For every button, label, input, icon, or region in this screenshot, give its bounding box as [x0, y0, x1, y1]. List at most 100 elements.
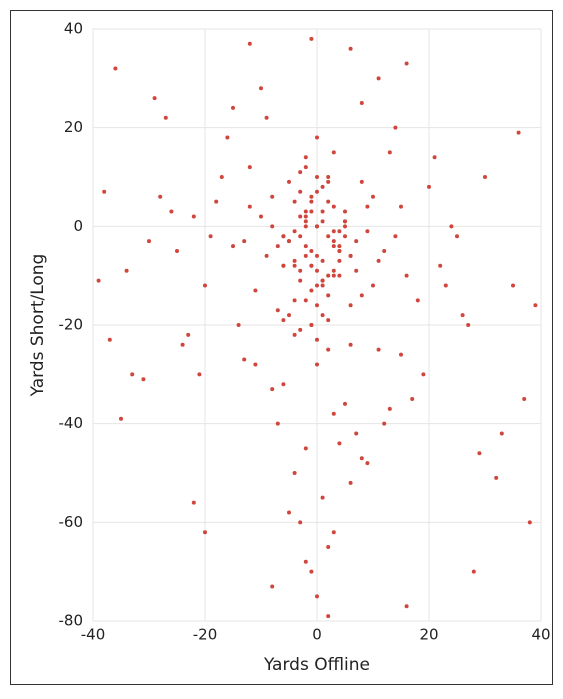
point [326, 179, 331, 184]
point [382, 421, 387, 426]
point [343, 219, 347, 224]
point [315, 224, 319, 229]
point [152, 96, 157, 101]
x-tick-label: 40 [531, 626, 550, 644]
point [287, 239, 291, 244]
point [141, 377, 146, 382]
point [298, 234, 303, 239]
point [292, 199, 297, 204]
point [281, 263, 286, 268]
point [309, 323, 314, 327]
point [270, 387, 275, 392]
y-tick-label: 40 [64, 20, 83, 38]
point [287, 313, 291, 318]
point [354, 431, 359, 436]
point [119, 416, 123, 421]
point [348, 303, 353, 308]
point [359, 101, 364, 105]
point [169, 209, 174, 214]
point [337, 249, 342, 253]
point [303, 244, 308, 249]
point [158, 194, 163, 199]
point [354, 239, 359, 244]
point [376, 347, 381, 352]
point [331, 229, 336, 234]
point [303, 559, 308, 564]
grid [92, 28, 542, 622]
point [197, 372, 202, 377]
point [320, 184, 325, 189]
point [231, 244, 235, 249]
point [399, 204, 403, 209]
point [203, 530, 207, 535]
point [315, 283, 319, 288]
point [315, 337, 319, 342]
point [309, 288, 314, 293]
point [298, 520, 303, 525]
point [253, 288, 258, 293]
point [365, 204, 370, 209]
point [270, 224, 275, 229]
x-tick-label: 0 [312, 626, 322, 644]
point [175, 249, 179, 253]
point [264, 253, 269, 258]
point [331, 411, 336, 416]
point [320, 209, 325, 214]
point [191, 500, 196, 505]
point [180, 342, 185, 347]
point [303, 224, 308, 229]
point [281, 234, 286, 239]
point [287, 179, 291, 184]
point [315, 303, 319, 308]
point [404, 61, 409, 66]
point [421, 372, 426, 377]
point [443, 283, 448, 288]
point [343, 234, 347, 239]
point [214, 199, 219, 204]
point [326, 318, 331, 323]
point [309, 199, 314, 204]
point [315, 135, 319, 140]
point [320, 219, 325, 224]
point [124, 268, 129, 273]
point [298, 327, 303, 332]
point [219, 175, 224, 179]
point [292, 263, 297, 268]
point [242, 357, 247, 362]
point [326, 614, 331, 619]
point [343, 401, 347, 406]
point [499, 431, 504, 436]
point [303, 446, 308, 451]
point [331, 273, 336, 278]
point [326, 199, 331, 204]
point [320, 313, 325, 318]
point [292, 229, 297, 234]
point [320, 278, 325, 283]
point [309, 209, 314, 214]
point [365, 229, 370, 234]
point [410, 397, 415, 401]
point [186, 332, 191, 337]
point [337, 244, 342, 249]
x-axis-label: Yards Offline [263, 655, 370, 675]
point [331, 268, 336, 273]
point [303, 298, 308, 303]
point [259, 86, 263, 91]
point [326, 273, 331, 278]
point [376, 76, 381, 81]
point [292, 258, 297, 263]
point [315, 189, 319, 194]
point [348, 46, 353, 51]
point [303, 165, 308, 170]
point [348, 253, 353, 258]
point [371, 283, 375, 288]
point [275, 308, 280, 313]
point [359, 456, 364, 461]
point [303, 155, 308, 160]
point [292, 298, 297, 303]
y-axis-label: Yards Short/Long [28, 254, 48, 398]
point [309, 194, 314, 199]
point [298, 278, 303, 283]
point [163, 115, 168, 120]
